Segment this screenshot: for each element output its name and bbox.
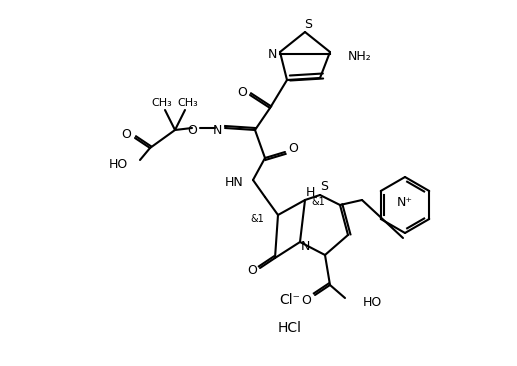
Text: HCl: HCl [278,321,302,335]
Text: O: O [237,86,247,98]
Text: S: S [320,180,328,194]
Text: &1: &1 [250,214,264,224]
Text: CH₃: CH₃ [151,98,172,108]
Text: N⁺: N⁺ [397,195,413,209]
Text: &1: &1 [311,197,325,207]
Text: O: O [121,128,131,142]
Text: CH₃: CH₃ [178,98,199,108]
Text: O: O [187,124,197,138]
Text: O: O [301,294,311,306]
Text: N: N [267,48,277,60]
Text: N: N [300,239,310,253]
Text: N: N [212,124,222,138]
Text: HO: HO [363,296,382,310]
Text: HN: HN [224,176,243,190]
Text: S: S [304,18,312,30]
Text: HO: HO [109,158,128,172]
Text: O: O [247,265,257,277]
Text: H: H [306,186,315,198]
Text: O: O [288,142,298,156]
Text: Cl⁻: Cl⁻ [280,293,300,307]
Text: NH₂: NH₂ [348,51,372,63]
